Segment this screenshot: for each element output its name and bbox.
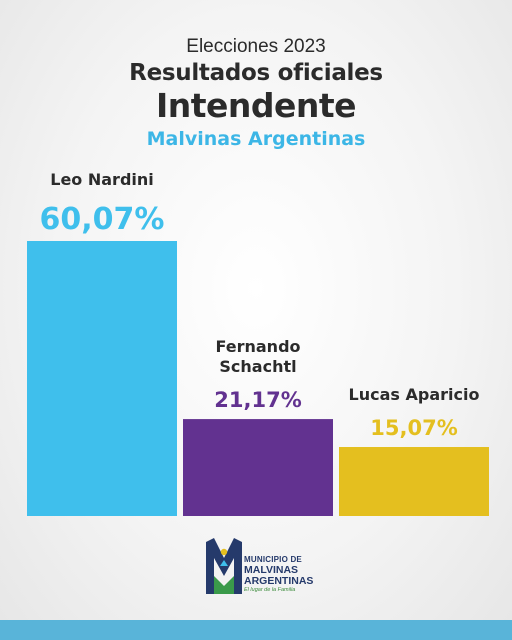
- value-label-3: 15,07%: [370, 416, 457, 440]
- logo-tagline: El lugar de la Familia: [244, 587, 296, 593]
- category-label-3-line-1: Lucas Aparicio: [349, 385, 480, 404]
- municipality-logo-icon: [206, 538, 242, 594]
- value-label-1: 60,07%: [40, 202, 165, 237]
- category-label-2-line-2: Schachtl: [219, 357, 296, 376]
- category-label-1-line-1: Leo Nardini: [50, 170, 154, 189]
- bar-1: [27, 241, 177, 516]
- logo-line-1: MUNICIPIO DE: [244, 555, 302, 564]
- page-title: Intendente: [155, 86, 357, 125]
- eyebrow-text: Elecciones 2023: [186, 36, 326, 57]
- bar-3: [339, 447, 489, 516]
- logo-line-2: MALVINAS: [244, 564, 299, 576]
- subtitle: Malvinas Argentinas: [146, 128, 366, 150]
- logo-text: MUNICIPIO DE MALVINAS ARGENTINAS El luga…: [244, 556, 313, 594]
- value-label-2: 21,17%: [214, 388, 301, 412]
- title-line-1: Resultados oficiales: [129, 60, 383, 86]
- bar-2: [183, 419, 333, 516]
- category-label-2-line-1: Fernando: [215, 337, 300, 356]
- footer-bar: [0, 620, 512, 640]
- logo-line-3: ARGENTINAS: [244, 574, 314, 587]
